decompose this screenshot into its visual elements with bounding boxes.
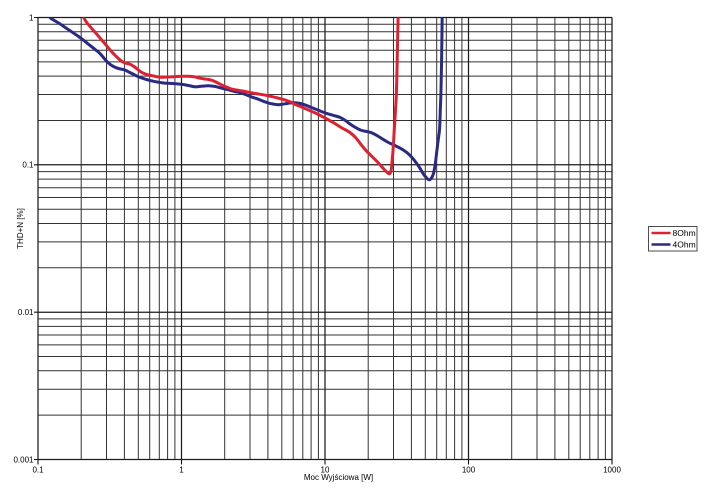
svg-text:Moc Wyjściowa [W]: Moc Wyjściowa [W] [304, 473, 373, 482]
svg-text:10: 10 [321, 466, 330, 475]
svg-text:1: 1 [29, 13, 34, 22]
svg-text:1000: 1000 [603, 466, 621, 475]
svg-text:100: 100 [462, 466, 476, 475]
svg-text:0.1: 0.1 [22, 161, 34, 170]
svg-text:0.001: 0.001 [13, 455, 34, 464]
svg-text:1: 1 [179, 466, 184, 475]
svg-text:0.01: 0.01 [18, 308, 34, 317]
svg-text:8Ohm: 8Ohm [673, 228, 696, 238]
svg-text:0.1: 0.1 [32, 466, 44, 475]
svg-text:4Ohm: 4Ohm [673, 239, 696, 249]
svg-text:THD+N [%]: THD+N [%] [16, 208, 25, 249]
